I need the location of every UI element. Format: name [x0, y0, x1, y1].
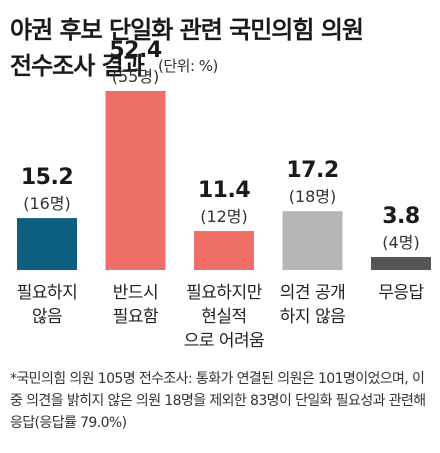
category-label-3-line-1: 필요하지만 [186, 283, 263, 303]
bar-4 [282, 211, 343, 270]
value-label-4: 17.2 [286, 158, 338, 183]
chart-title-line-2: 전수조사 결과 [10, 52, 145, 80]
category-label-3-line-3: 으로 어려움 [184, 331, 265, 351]
chart-title-line-1: 야권 후보 단일화 관련 국민의힘 의원 [10, 16, 364, 44]
count-label-2: (55명) [112, 67, 160, 86]
value-label-5: 3.8 [382, 204, 419, 229]
bar-5 [371, 257, 431, 270]
category-label-4-line-2: 하지 않음 [280, 307, 345, 327]
footnote: *국민의힘 의원 105명 전수조사: 통화가 연결된 의원은 101명이었으며… [10, 371, 426, 431]
category-label-1-line-1: 필요하지 [17, 283, 78, 303]
category-label-5-line-1: 무응답 [378, 283, 424, 303]
count-label-1: (16명) [23, 194, 71, 213]
category-label-2-line-1: 반드시 [113, 283, 158, 303]
value-label-3: 11.4 [198, 178, 250, 203]
bar-3 [194, 231, 254, 270]
category-label-1-line-2: 않음 [32, 307, 62, 327]
count-label-3: (12명) [200, 207, 248, 226]
category-label-3-line-2: 현실적 [201, 307, 246, 327]
count-label-5: (4명) [382, 233, 419, 252]
count-label-4: (18명) [289, 187, 337, 206]
value-label-1: 15.2 [21, 165, 73, 190]
bar-2 [105, 91, 166, 270]
bar-1 [17, 218, 77, 270]
value-label-2: 52.4 [109, 38, 161, 63]
unit-label: (단위: %) [158, 57, 218, 75]
category-label-2-line-2: 필요함 [113, 307, 159, 327]
category-label-4-line-1: 의견 공개 [280, 283, 345, 303]
